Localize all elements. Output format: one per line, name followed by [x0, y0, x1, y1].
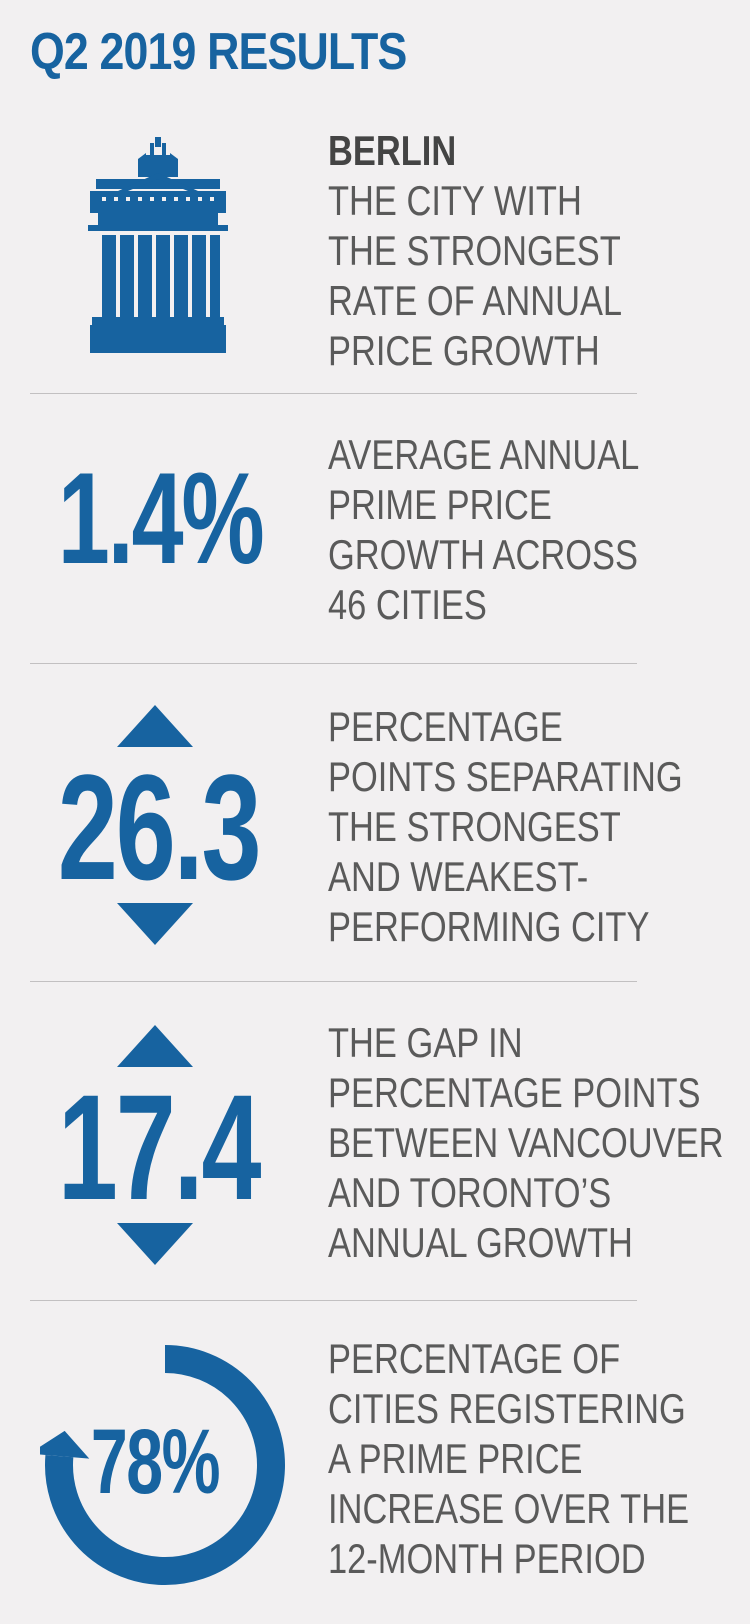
- description-line: 12-MONTH PERIOD: [328, 1535, 646, 1582]
- divider: [30, 981, 637, 982]
- description-line: THE STRONGEST: [328, 227, 621, 274]
- description-line: THE GAP IN: [328, 1019, 523, 1066]
- description-line: PERCENTAGE OF: [328, 1335, 621, 1382]
- description-line: AVERAGE ANNUAL: [328, 431, 640, 478]
- vancouver-toronto-stat: 17.4: [57, 1063, 262, 1231]
- separation-stat: 26.3: [57, 743, 262, 911]
- description-line: GROWTH ACROSS: [328, 531, 638, 578]
- description-line: 46 CITIES: [328, 581, 487, 628]
- description-line: PRIME PRICE: [328, 481, 552, 528]
- divider: [30, 663, 637, 664]
- description-line: THE CITY WITH: [328, 177, 582, 224]
- description-line: POINTS SEPARATING: [328, 753, 683, 800]
- description-line: ANNUAL GROWTH: [328, 1219, 633, 1266]
- divider: [30, 393, 637, 394]
- description-line: CITIES REGISTERING: [328, 1385, 686, 1432]
- description-line: RATE OF ANNUAL: [328, 277, 623, 324]
- divider: [30, 1300, 637, 1301]
- description-line: AND TORONTO’S: [328, 1169, 612, 1216]
- up-down-arrows-icon: [117, 705, 193, 945]
- description-line: PRICE GROWTH: [328, 327, 600, 374]
- cities-increase-description: PERCENTAGE OF CITIES REGISTERING A PRIME…: [328, 1334, 690, 1584]
- brandenburg-gate-icon: [88, 137, 228, 353]
- description-line: INCREASE OVER THE: [328, 1485, 690, 1532]
- description-line: PERCENTAGE POINTS: [328, 1069, 701, 1116]
- description-line: A PRIME PRICE: [328, 1435, 583, 1482]
- description-line: THE STRONGEST: [328, 803, 621, 850]
- description-line: BETWEEN VANCOUVER: [328, 1119, 724, 1166]
- page-title: Q2 2019 RESULTS: [30, 23, 407, 81]
- description-line: AND WEAKEST-: [328, 853, 589, 900]
- separation-description: PERCENTAGE POINTS SEPARATING THE STRONGE…: [328, 702, 683, 952]
- average-growth-stat: 1.4%: [57, 445, 265, 591]
- description-line: PERFORMING CITY: [328, 903, 650, 950]
- average-growth-description: AVERAGE ANNUAL PRIME PRICE GROWTH ACROSS…: [328, 430, 672, 630]
- description-line: PERCENTAGE: [328, 703, 563, 750]
- berlin-description: BERLIN THE CITY WITH THE STRONGEST RATE …: [328, 126, 672, 376]
- up-down-arrows-icon: [117, 1025, 193, 1265]
- cities-increase-stat: 78%: [90, 1411, 221, 1513]
- vancouver-toronto-description: THE GAP IN PERCENTAGE POINTS BETWEEN VAN…: [328, 1018, 724, 1268]
- circular-arrow-icon: [40, 1345, 285, 1585]
- city-heading: BERLIN: [328, 127, 457, 174]
